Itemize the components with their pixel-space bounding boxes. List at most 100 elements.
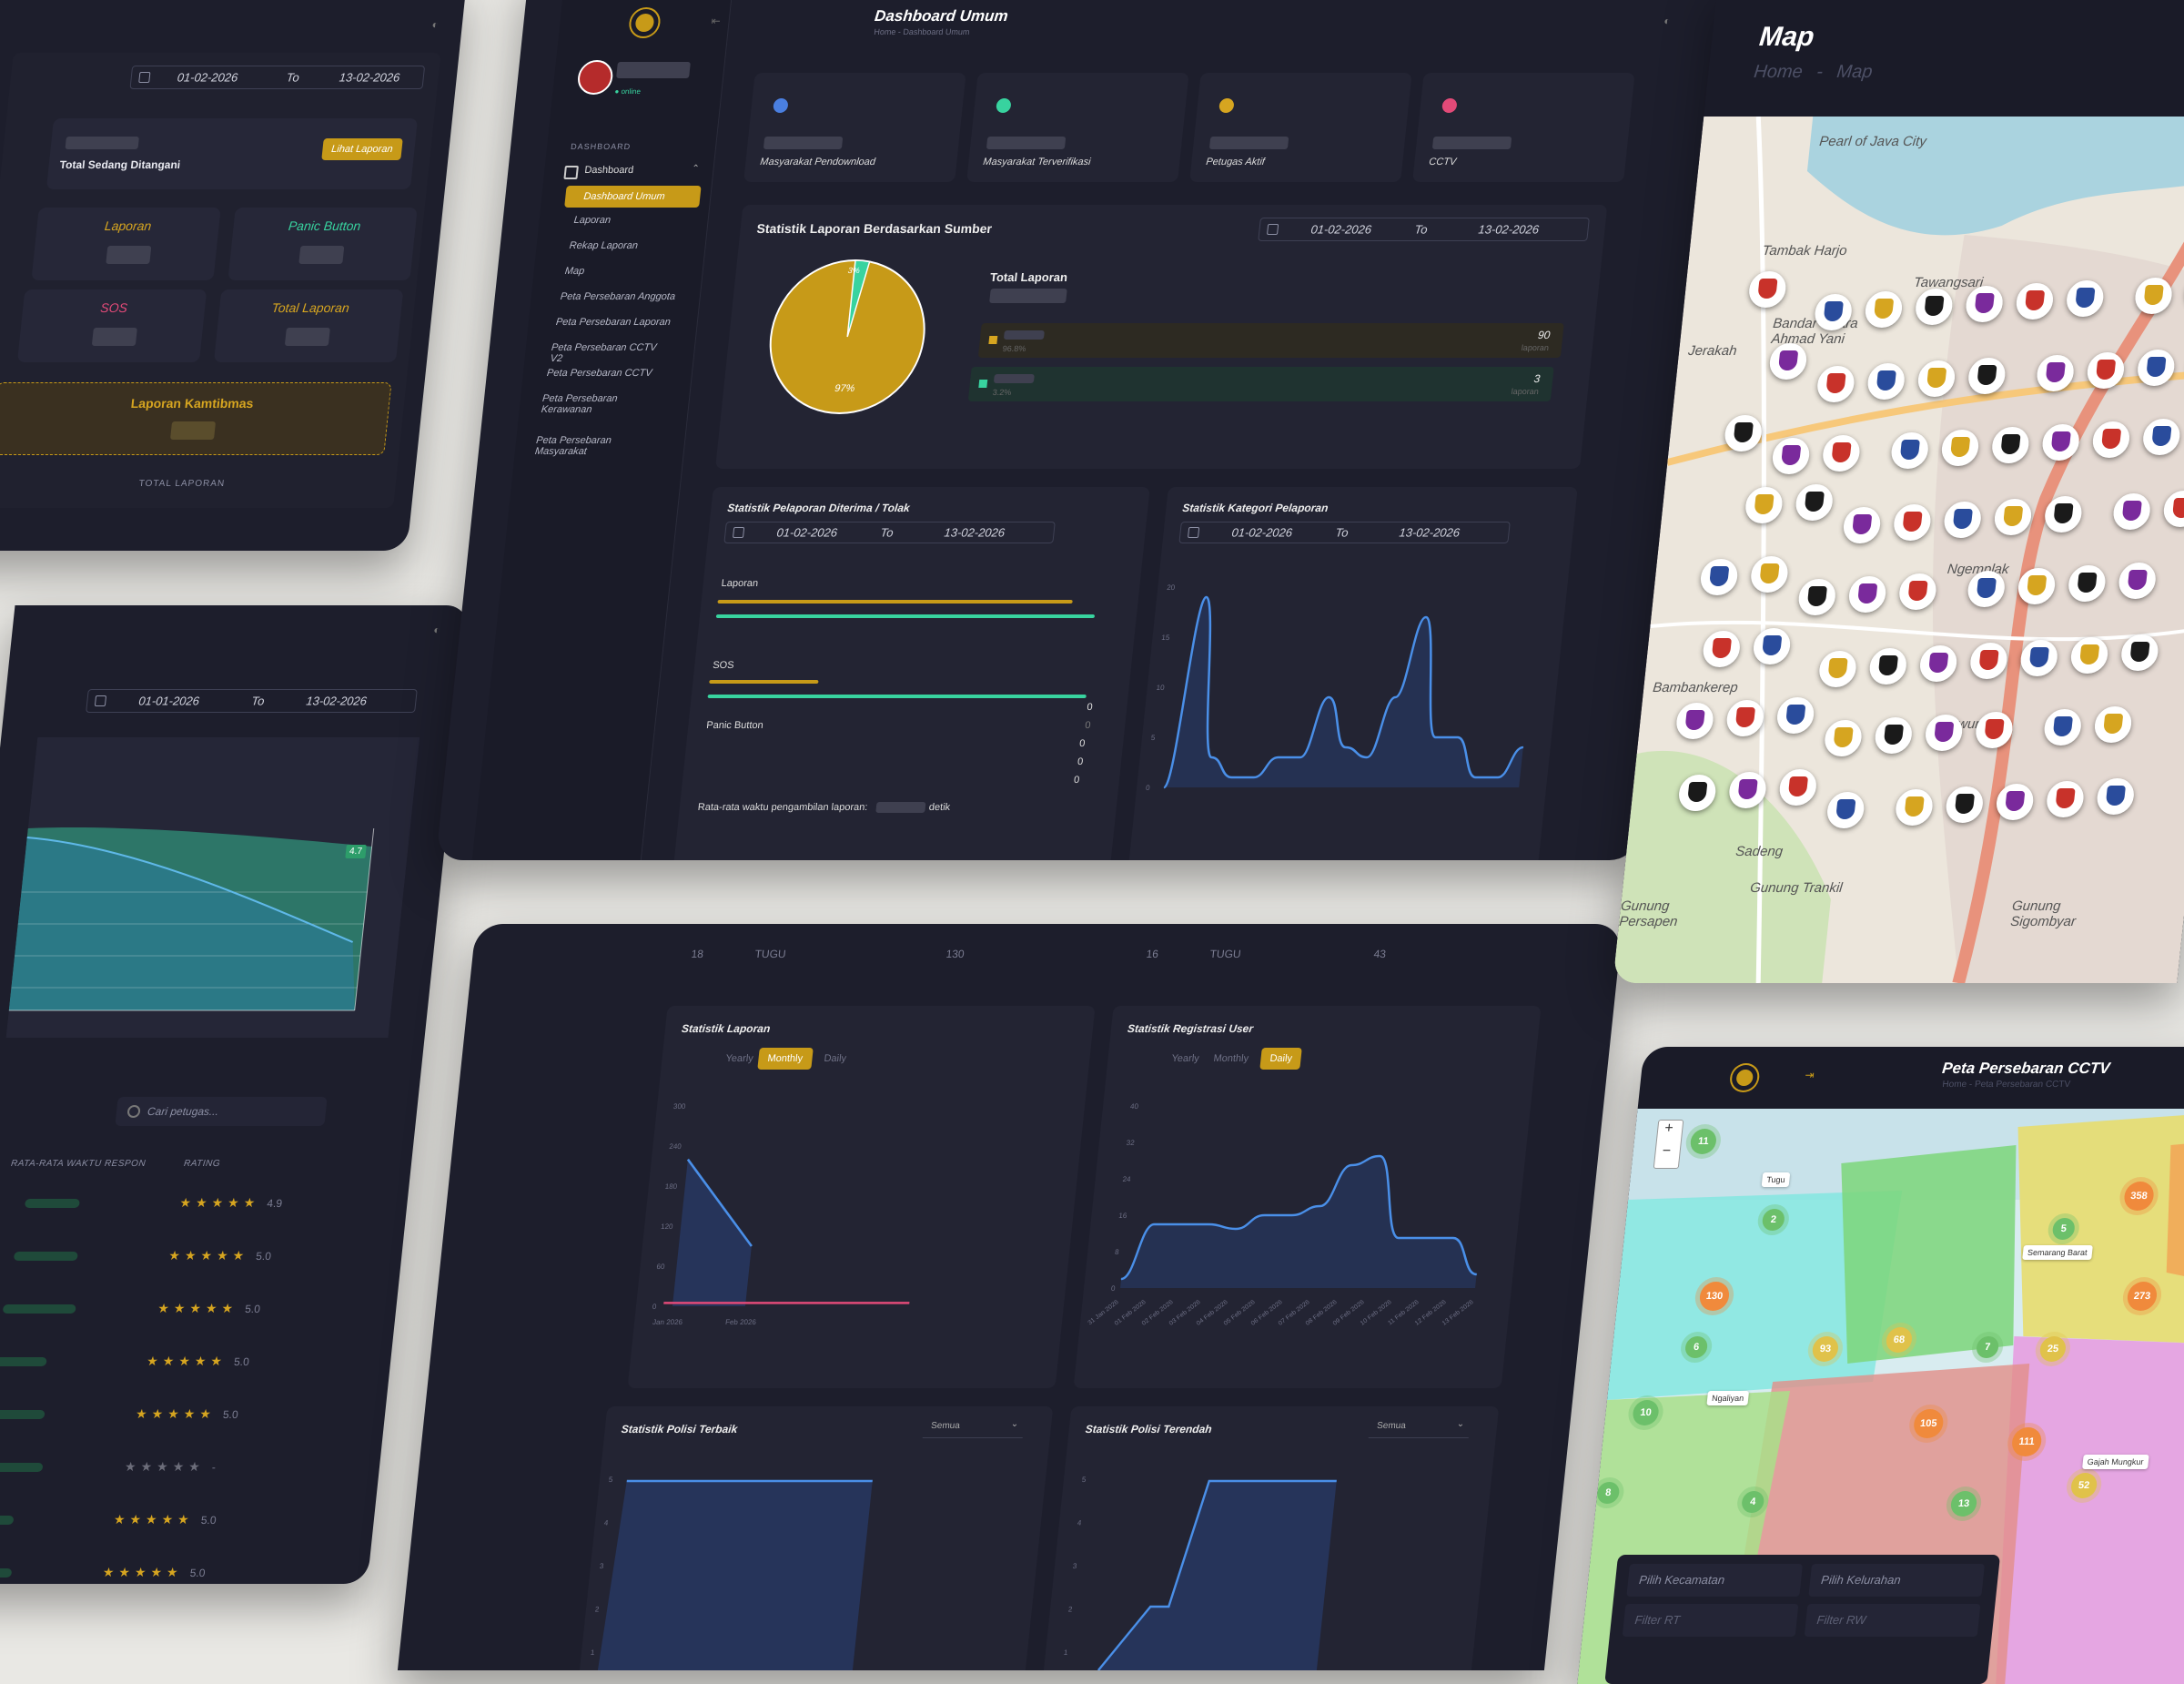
y-tick-label: 16: [1118, 1212, 1127, 1220]
sidebar-item[interactable]: Peta Persebaran Anggota: [560, 291, 679, 302]
police-logo: [1731, 1065, 1759, 1091]
sidebar-item[interactable]: Laporan: [573, 215, 693, 226]
cluster-count: 130: [1705, 1291, 1724, 1302]
x-tick-label: Jan 2026: [652, 1318, 683, 1326]
tab-monthly[interactable]: Monthly: [757, 1048, 813, 1070]
zoom-out-button[interactable]: −: [1662, 1143, 1672, 1160]
total-laporan-card: Total Laporan: [214, 289, 403, 362]
cluster-count: 105: [1919, 1418, 1937, 1429]
badge-emblem: [2101, 429, 2121, 449]
user-status: ● online: [614, 87, 641, 96]
cluster-count: 13: [1957, 1498, 1970, 1509]
place-label: Sadeng: [1734, 845, 1783, 860]
badge-emblem: [1955, 794, 1975, 814]
collapse-sidebar-icon[interactable]: ⇤: [711, 15, 722, 27]
group-label-sos: SOS: [713, 660, 734, 671]
rt-filter-input[interactable]: Filter RT: [1623, 1604, 1799, 1637]
badge-emblem: [1759, 563, 1779, 583]
badge-emblem: [1950, 437, 1970, 457]
sidebar-item[interactable]: Peta Persebaran CCTV: [546, 368, 665, 379]
badge-emblem: [2096, 360, 2116, 380]
sumber-pie-chart: 97% 3%: [757, 255, 938, 419]
breadcrumb-home[interactable]: Home: [1753, 62, 1804, 82]
rw-filter-input[interactable]: Filter RW: [1805, 1604, 1981, 1637]
avatar[interactable]: [576, 60, 614, 95]
officer-row[interactable]: ★★★★★5.0: [0, 1406, 328, 1425]
officer-row[interactable]: ★★★★★5.0: [0, 1354, 339, 1372]
legend-swatch: [978, 380, 987, 388]
place-label: Gunung Trankil: [1749, 881, 1843, 897]
kelurahan-select[interactable]: Pilih Kelurahan: [1808, 1564, 1985, 1597]
sidebar-section-label: DASHBOARD: [571, 142, 632, 151]
badge-emblem: [1831, 442, 1851, 462]
breadcrumb-current: Map: [1835, 62, 1873, 82]
date-from: 01-01-2026: [138, 695, 200, 708]
badge-emblem: [1934, 722, 1954, 742]
officer-row[interactable]: ★★★★★4.9: [0, 1195, 371, 1213]
sidebar-group-dashboard[interactable]: Dashboard ⌃: [558, 160, 706, 182]
theme-toggle-icon[interactable]: ◐: [431, 18, 440, 31]
filter-select[interactable]: Semua ⌄: [923, 1417, 1025, 1438]
sidebar-item[interactable]: Peta Persebaran Laporan: [555, 317, 674, 328]
kecamatan-select[interactable]: Pilih Kecamatan: [1626, 1564, 1803, 1597]
lihat-laporan-button[interactable]: Lihat Laporan: [321, 138, 403, 160]
total-sedang-card: Total Sedang Ditangani Lihat Laporan: [46, 118, 418, 189]
badge-emblem: [2106, 786, 2126, 806]
sidebar-item[interactable]: Peta Persebaran Masyarakat: [534, 435, 655, 457]
stat-label: Petugas Aktif: [1206, 157, 1266, 167]
sumber-card: Statistik Laporan Berdasarkan Sumber 01-…: [715, 205, 1607, 469]
sidebar-item[interactable]: Peta Persebaran Kerawanan: [541, 393, 662, 415]
date-range-input[interactable]: 01-02-2026 To 13-02-2026: [1258, 218, 1590, 241]
badge-emblem: [1762, 635, 1782, 655]
rating-panel: ◐ 01-01-2026 To 13-02-2026 4.7 Cari petu…: [0, 605, 470, 1584]
place-label: Pearl of Java City: [1818, 135, 1926, 150]
officer-row[interactable]: ★★★★★5.0: [0, 1248, 360, 1266]
date-range-input[interactable]: 01-02-2026 To 13-02-2026: [129, 66, 425, 89]
officer-row[interactable]: ★★★★★5.0: [0, 1565, 295, 1583]
officer-row[interactable]: ★★★★★5.0: [0, 1512, 306, 1530]
tab-daily[interactable]: Daily: [1259, 1048, 1302, 1070]
theme-toggle-icon[interactable]: ◐: [433, 624, 441, 636]
zoom-in-button[interactable]: +: [1663, 1121, 1673, 1137]
cctv-map-canvas[interactable]: + − 112535813027369368725101051115284133…: [1577, 1109, 2184, 1684]
officer-row[interactable]: ★★★★★-: [0, 1459, 317, 1477]
badge-emblem: [1785, 705, 1805, 725]
rating-stars: ★★★★★: [124, 1459, 206, 1475]
sidebar-item[interactable]: Peta Persebaran CCTV V2: [550, 342, 671, 364]
cluster-count: 93: [1819, 1344, 1832, 1354]
breadcrumb-home[interactable]: Home: [1942, 1080, 1967, 1090]
date-range-input[interactable]: 01-01-2026 To 13-02-2026: [86, 689, 418, 713]
response-bar: [0, 1568, 12, 1577]
badge-emblem: [1734, 422, 1754, 442]
sidebar-item-label: Peta Persebaran Masyarakat: [534, 435, 612, 457]
search-input[interactable]: Cari petugas...: [115, 1097, 327, 1126]
total-sedang-label: Total Sedang Ditangani: [59, 158, 181, 171]
officers-icon: [1218, 98, 1235, 113]
breadcrumb-home[interactable]: Home: [874, 27, 896, 36]
sidebar-item[interactable]: Rekap Laporan: [569, 240, 688, 251]
tab-monthly[interactable]: Monthly: [1213, 1053, 1249, 1064]
response-bar: [14, 1252, 78, 1261]
kamtibmas-card[interactable]: Laporan Kamtibmas: [0, 382, 392, 455]
officer-row[interactable]: ★★★★★5.0: [0, 1301, 349, 1319]
sidebar-item-active[interactable]: Dashboard Umum: [564, 186, 702, 208]
rating-value: 5.0: [233, 1355, 249, 1368]
tab-yearly[interactable]: Yearly: [1171, 1053, 1199, 1064]
page-title: Map: [1758, 22, 1816, 53]
tab-daily[interactable]: Daily: [824, 1053, 847, 1064]
y-tick-label: 32: [1126, 1139, 1135, 1147]
collapse-sidebar-icon[interactable]: ⇥: [1805, 1069, 1815, 1081]
tab-yearly[interactable]: Yearly: [725, 1053, 753, 1064]
stat-card: Masyarakat Pendownload: [743, 73, 966, 182]
filter-select[interactable]: Semua ⌄: [1369, 1417, 1471, 1438]
date-range-input[interactable]: 01-02-2026 To 13-02-2026: [1178, 522, 1511, 543]
theme-toggle-icon[interactable]: ◐: [1663, 15, 1672, 27]
date-range-input[interactable]: 01-02-2026 To 13-02-2026: [723, 522, 1056, 543]
badge-emblem: [2146, 357, 2166, 377]
sidebar-item[interactable]: Map: [564, 266, 683, 277]
